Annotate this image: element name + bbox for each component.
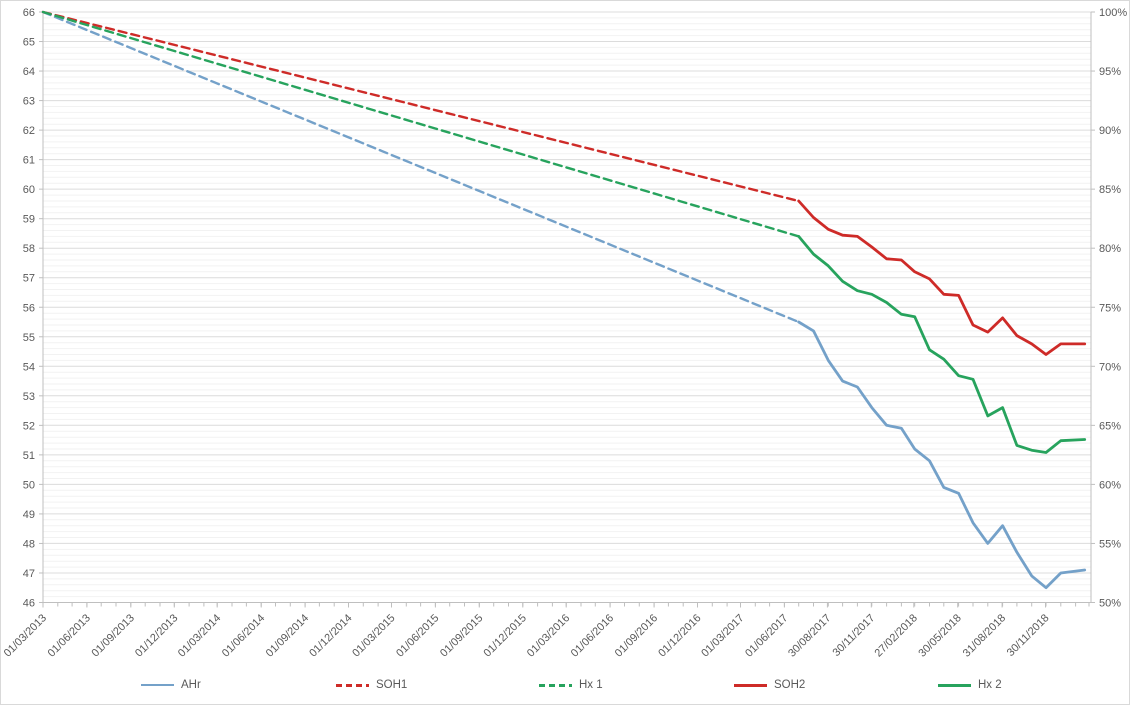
x-tick-label: 01/03/2017 (699, 612, 746, 659)
y-right-tick-label: 90% (1099, 125, 1121, 137)
x-tick-label: 31/08/2018 (961, 612, 1008, 659)
legend-label-ahr: AHr (181, 679, 201, 691)
y-left-tick-label: 48 (23, 538, 35, 550)
x-tick-label: 01/12/2016 (656, 612, 703, 659)
y-left-tick-label: 47 (23, 568, 35, 580)
legend-item-hx1[interactable]: Hx 1 (539, 676, 603, 694)
x-tick-label: 30/11/2018 (1005, 612, 1052, 659)
y-left-tick-label: 51 (23, 450, 35, 462)
legend-line-sample-soh1 (336, 683, 369, 687)
y-right-tick-label: 75% (1099, 302, 1121, 314)
y-left-tick-label: 50 (23, 479, 35, 491)
y-right-tick-label: 80% (1099, 243, 1121, 255)
y-right-tick-label: 85% (1099, 184, 1121, 196)
x-tick-label: 01/09/2016 (613, 612, 660, 659)
series-soh1-dashed-line (41, 10, 800, 203)
x-tick-label: 01/12/2014 (307, 612, 354, 659)
legend-item-soh2[interactable]: SOH2 (734, 676, 805, 694)
y-left-tick-label: 54 (23, 361, 35, 373)
x-tick-label: 01/09/2015 (438, 612, 485, 659)
plot-series (41, 10, 1087, 590)
x-tick-label: 27/02/2018 (873, 612, 920, 659)
legend-item-hx2[interactable]: Hx 2 (938, 676, 1002, 694)
x-tick-label: 30/05/2018 (916, 612, 963, 659)
y-left-tick-label: 52 (23, 420, 35, 432)
y-left-tick-label: 66 (23, 7, 35, 19)
legend-label-hx1: Hx 1 (579, 679, 603, 691)
legend-line-sample-hx1 (539, 683, 572, 687)
y-right-tick-label: 55% (1099, 538, 1121, 550)
x-tick-label: 01/03/2014 (176, 612, 223, 659)
y-left-tick-label: 63 (23, 96, 35, 108)
gridlines (43, 11, 1091, 603)
y-axis-right: 100% 95% 90% 85% 80% 75% 70% 65% 60% 55% 50% (1091, 7, 1127, 610)
x-tick-label: 01/06/2015 (394, 612, 441, 659)
x-tick-label: 01/12/2015 (482, 612, 529, 659)
legend-line-sample-ahr (141, 684, 174, 686)
y-left-tick-label: 46 (23, 598, 35, 610)
x-tick-label: 01/06/2013 (46, 612, 93, 659)
x-axis: 01/03/201301/06/201301/09/201301/12/2013… (2, 602, 1090, 660)
series-hx2-solid-line (797, 234, 1087, 454)
x-tick-label: 30/11/2017 (831, 612, 878, 659)
chart-legend: AHr SOH1 Hx 1 SOH2 Hx 2 (1, 676, 1129, 698)
y-left-tick-label: 64 (23, 66, 35, 78)
y-right-tick-label: 65% (1099, 420, 1121, 432)
y-right-tick-label: 60% (1099, 479, 1121, 491)
y-axis-left: 66 65 64 63 62 61 60 59 58 57 56 55 54 53 52 51 50 49 48 47… (23, 7, 43, 610)
y-left-tick-label: 59 (23, 214, 35, 226)
x-tick-label: 01/12/2013 (133, 612, 180, 659)
series-soh2-solid-line (797, 199, 1087, 356)
x-tick-label: 01/06/2014 (220, 612, 267, 659)
x-tick-label: 01/06/2017 (743, 612, 790, 659)
x-tick-label: 01/03/2013 (2, 612, 49, 659)
x-tick-label: 01/09/2014 (264, 612, 311, 659)
series-hx1-dashed-line (41, 10, 800, 238)
y-left-tick-label: 58 (23, 243, 35, 255)
y-right-tick-label: 95% (1099, 66, 1121, 78)
legend-label-soh2: SOH2 (774, 679, 806, 691)
y-right-tick-label: 100% (1099, 7, 1127, 19)
series-ahr-dashed-line (41, 10, 800, 324)
y-left-tick-label: 56 (23, 302, 35, 314)
legend-label-hx2: Hx 2 (978, 679, 1002, 691)
x-tick-label: 01/06/2016 (569, 612, 616, 659)
y-left-tick-label: 53 (23, 391, 35, 403)
y-left-tick-label: 60 (23, 184, 35, 196)
legend-line-sample-hx2 (938, 683, 971, 687)
x-tick-label: 01/03/2015 (350, 612, 397, 659)
y-left-tick-label: 61 (23, 155, 35, 167)
y-left-tick-label: 57 (23, 273, 35, 285)
legend-line-sample-soh2 (734, 683, 767, 687)
y-left-tick-label: 62 (23, 125, 35, 137)
y-left-tick-label: 55 (23, 332, 35, 344)
legend-label-soh1: SOH1 (376, 679, 408, 691)
legend-item-soh1[interactable]: SOH1 (336, 676, 407, 694)
y-right-tick-label: 50% (1099, 598, 1121, 610)
y-left-tick-label: 65 (23, 37, 35, 49)
y-left-tick-label: 49 (23, 509, 35, 521)
x-tick-label: 01/03/2016 (525, 612, 572, 659)
legend-item-ahr[interactable]: AHr (141, 676, 201, 694)
y-right-tick-label: 70% (1099, 361, 1121, 373)
x-tick-label: 01/09/2013 (90, 612, 137, 659)
series-ahr-solid-line (797, 320, 1087, 590)
x-tick-label: 30/08/2017 (786, 612, 833, 659)
